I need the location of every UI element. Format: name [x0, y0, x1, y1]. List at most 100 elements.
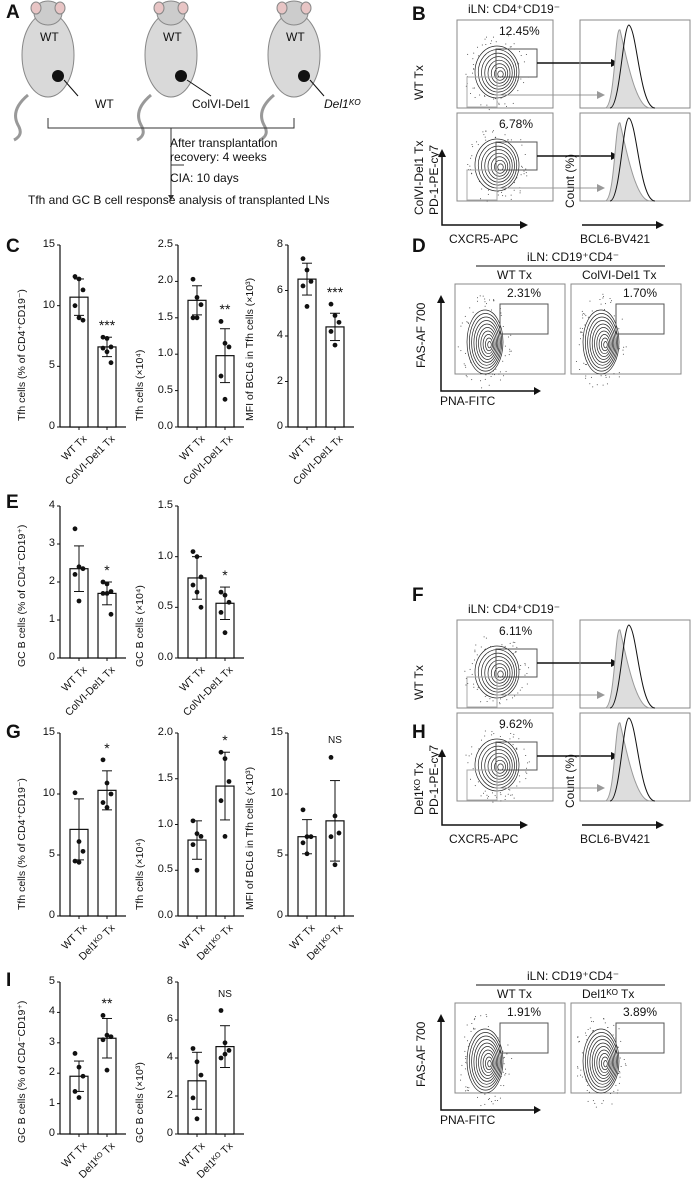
- data-point: [191, 1096, 196, 1101]
- event-dot: [477, 689, 478, 690]
- y-tick-label: 1.5: [146, 499, 173, 511]
- event-dot: [605, 1022, 606, 1023]
- event-dot: [487, 701, 488, 702]
- event-dot: [487, 798, 488, 799]
- event-dot: [622, 319, 623, 320]
- data-point: [195, 315, 200, 320]
- data-point: [223, 341, 228, 346]
- event-dot: [509, 351, 510, 352]
- event-dot: [516, 647, 517, 648]
- data-point: [191, 549, 196, 554]
- data-point: [227, 1048, 232, 1053]
- axis-arrow-head-icon: [438, 749, 446, 757]
- event-dot: [509, 789, 510, 790]
- figure: A B C D E F G H I WT WT WT WT ColVI-Del1…: [0, 0, 700, 1187]
- event-dot: [471, 746, 472, 747]
- event-dot: [467, 762, 468, 763]
- data-point: [195, 831, 200, 836]
- y-axis-label: GC B cells (% of CD4⁻CD19⁺): [16, 525, 28, 667]
- y-tick-label: 2.0: [146, 726, 173, 738]
- event-dot: [622, 350, 623, 351]
- data-point: [77, 860, 82, 865]
- event-dot: [513, 653, 514, 654]
- event-dot: [618, 328, 619, 329]
- data-point: [109, 1034, 114, 1039]
- contour-line: [604, 342, 608, 348]
- y-axis-label: Tfh cells (×10⁴): [134, 350, 146, 421]
- event-dot: [465, 1090, 466, 1091]
- data-point: [81, 566, 86, 571]
- event-dot: [609, 376, 610, 377]
- data-point: [81, 318, 86, 323]
- y-tick-label: 0.0: [146, 909, 173, 921]
- y-tick-label: 4: [146, 1051, 173, 1063]
- event-dot: [465, 1068, 466, 1069]
- data-point: [329, 834, 334, 839]
- event-dot: [618, 346, 619, 347]
- event-dot: [577, 1037, 578, 1038]
- event-dot: [504, 1063, 505, 1064]
- event-dot: [579, 369, 580, 370]
- event-dot: [473, 312, 474, 313]
- event-dot: [475, 785, 476, 786]
- event-dot: [590, 1028, 591, 1029]
- y-tick-label: 0: [28, 420, 55, 432]
- y-tick-label: 2: [28, 575, 55, 587]
- event-dot: [481, 646, 482, 647]
- event-dot: [485, 306, 486, 307]
- event-dot: [501, 192, 502, 193]
- event-dot: [485, 140, 486, 141]
- event-dot: [489, 109, 490, 110]
- event-dot: [480, 373, 481, 374]
- event-dot: [613, 373, 614, 374]
- event-dot: [580, 328, 581, 329]
- axis-arrow-head-icon: [656, 821, 664, 829]
- event-dot: [482, 44, 483, 45]
- event-dot: [510, 795, 511, 796]
- event-dot: [582, 328, 583, 329]
- event-dot: [469, 1043, 470, 1044]
- data-point: [105, 336, 110, 341]
- significance-label: ***: [87, 317, 127, 333]
- event-dot: [503, 375, 504, 376]
- event-dot: [495, 98, 496, 99]
- data-point: [73, 1051, 78, 1056]
- event-dot: [603, 1100, 604, 1101]
- event-dot: [501, 644, 502, 645]
- data-point: [191, 842, 196, 847]
- event-dot: [619, 1072, 620, 1073]
- data-point: [337, 320, 342, 325]
- y-axis-label: MFI of BCL6 in Tfh cells (×10³): [244, 278, 256, 421]
- data-point: [329, 755, 334, 760]
- event-dot: [605, 375, 606, 376]
- event-dot: [467, 54, 468, 55]
- event-dot: [494, 374, 495, 375]
- data-point: [195, 590, 200, 595]
- event-dot: [480, 198, 481, 199]
- event-dot: [520, 139, 521, 140]
- y-tick-label: 8: [146, 975, 173, 987]
- y-tick-label: 4: [256, 329, 283, 341]
- event-dot: [491, 40, 492, 41]
- event-dot: [472, 144, 473, 145]
- event-dot: [483, 296, 484, 297]
- event-dot: [493, 370, 494, 371]
- event-dot: [472, 73, 473, 74]
- y-tick-label: 2: [146, 1089, 173, 1101]
- data-point: [337, 831, 342, 836]
- event-dot: [471, 155, 472, 156]
- event-dot: [513, 642, 514, 643]
- event-dot: [483, 793, 484, 794]
- event-dot: [493, 99, 494, 100]
- event-dot: [607, 383, 608, 384]
- event-dot: [525, 675, 526, 676]
- event-dot: [500, 98, 501, 99]
- event-dot: [619, 1071, 620, 1072]
- event-dot: [582, 1076, 583, 1077]
- event-dot: [602, 298, 603, 299]
- event-dot: [508, 794, 509, 795]
- event-dot: [597, 384, 598, 385]
- event-dot: [617, 1047, 618, 1048]
- event-dot: [514, 696, 515, 697]
- event-dot: [500, 736, 501, 737]
